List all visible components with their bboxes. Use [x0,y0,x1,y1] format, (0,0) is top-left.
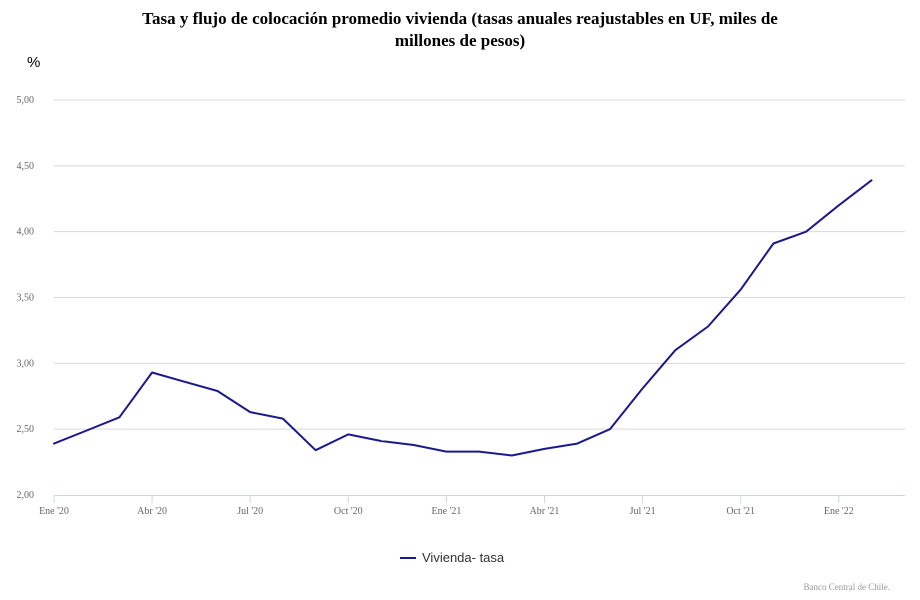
data-point[interactable] [473,446,485,458]
data-point[interactable] [637,382,649,394]
data-point[interactable] [375,435,387,447]
data-point[interactable] [310,444,322,456]
x-tick-label: Abr '20 [137,506,167,517]
data-point[interactable] [179,376,191,388]
data-point[interactable] [833,199,845,211]
data-point[interactable] [539,443,551,455]
y-axis-unit-label: % [27,54,41,71]
data-point[interactable] [48,438,60,450]
legend-swatch [400,556,416,559]
data-point[interactable] [440,446,452,458]
data-point[interactable] [735,284,747,296]
x-tick-label: Oct '21 [726,506,755,517]
data-point[interactable] [571,438,583,450]
x-tick-label: Ene '22 [824,506,854,517]
y-tick-label: 5,00 [17,95,35,106]
x-tick-label: Oct '20 [334,506,363,517]
data-point[interactable] [669,344,681,356]
data-point[interactable] [212,385,224,397]
y-tick-label: 4,50 [17,161,35,172]
y-tick-label: 2,50 [17,424,35,435]
data-point[interactable] [506,450,518,462]
data-point[interactable] [702,320,714,332]
series-line-vivienda-tasa[interactable] [53,179,873,457]
x-tick-label: Jul '20 [237,506,263,517]
y-tick-label: 2,00 [17,490,35,501]
data-point[interactable] [800,226,812,238]
chart-title: Tasa y flujo de colocación promedio vivi… [142,9,778,50]
legend-item-vivienda-tasa[interactable]: Vivienda- tasa [400,550,504,565]
data-point[interactable] [113,411,125,423]
x-tick-label: Abr '21 [530,506,560,517]
x-tick-label: Jul '21 [630,506,656,517]
data-point[interactable] [244,406,256,418]
y-tick-label: 4,00 [17,227,35,238]
data-point[interactable] [277,413,289,425]
data-point[interactable] [866,174,878,186]
x-tick-label: Ene '21 [431,506,461,517]
chart-credits[interactable]: Banco Central de Chile. [803,582,890,592]
x-tick-label: Ene '20 [39,506,69,517]
data-point[interactable] [408,439,420,451]
data-point[interactable] [81,424,93,436]
data-point[interactable] [604,423,616,435]
y-tick-label: 3,50 [17,293,35,304]
legend-label: Vivienda- tasa [422,550,505,565]
data-point[interactable] [342,428,354,440]
data-point[interactable] [767,238,779,250]
y-tick-label: 3,00 [17,358,35,369]
data-point[interactable] [146,367,158,379]
